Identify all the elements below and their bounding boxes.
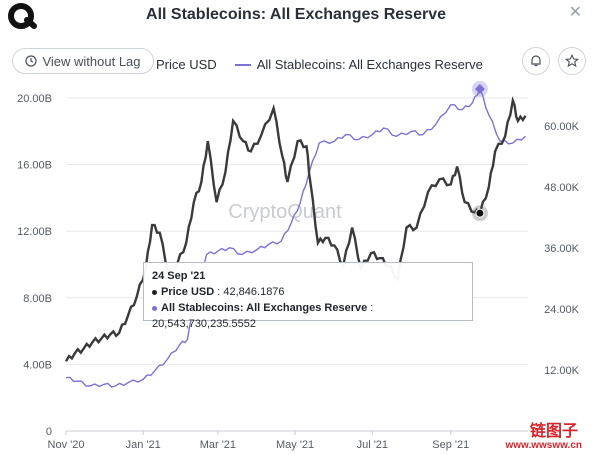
legend-price[interactable]: Price USD bbox=[156, 57, 217, 72]
x-tick-label: Nov '20 bbox=[48, 439, 85, 451]
x-tick-label: May '21 bbox=[276, 439, 314, 451]
reserve-marker bbox=[474, 83, 485, 94]
legend: Price USD All Stablecoins: All Exchanges… bbox=[156, 57, 483, 72]
left-tick-label: 12.00B bbox=[17, 226, 52, 238]
left-tick-label: 8.00B bbox=[23, 293, 52, 305]
tooltip: 24 Sep '21 Price USD : 42,846.1876 All S… bbox=[143, 262, 473, 330]
stamp-text: 链图子 bbox=[529, 421, 578, 440]
tooltip-price-dot bbox=[152, 289, 157, 295]
legend-reserve[interactable]: All Stablecoins: All Exchanges Reserve bbox=[256, 57, 483, 72]
tooltip-reserve-value: 20,543,730,235.5552 bbox=[152, 318, 256, 330]
tooltip-price-value: 42,846.1876 bbox=[223, 286, 285, 298]
tooltip-date: 24 Sep '21 bbox=[152, 270, 206, 282]
right-tick-label: 36.00K bbox=[544, 243, 580, 255]
right-tick-label: 12.00K bbox=[544, 365, 580, 377]
watermark-stamp: 链图子 www.wwsww.cn bbox=[505, 421, 584, 451]
legend-reserve-swatch bbox=[234, 63, 251, 66]
tooltip-price-label: Price USD bbox=[161, 286, 215, 298]
x-tick-label: Mar '21 bbox=[200, 439, 236, 451]
view-without-lag-label: View without Lag bbox=[42, 53, 141, 69]
highlight-markers bbox=[471, 80, 488, 222]
tooltip-reserve-dot bbox=[152, 305, 157, 311]
right-axis: 12.00K 24.00K 36.00K 48.00K 60.00K bbox=[544, 121, 580, 377]
tooltip-reserve-label: All Stablecoins: All Exchanges Reserve bbox=[161, 302, 368, 314]
left-tick-label: 16.00B bbox=[17, 160, 52, 172]
x-tick-label: Jul '21 bbox=[357, 439, 388, 451]
x-tick-label: Jan '21 bbox=[126, 439, 161, 451]
close-icon[interactable]: ✕ bbox=[568, 4, 582, 21]
price-marker bbox=[475, 208, 485, 218]
watermark: CryptoQuant bbox=[228, 201, 342, 223]
right-tick-label: 24.00K bbox=[544, 304, 580, 316]
favorite-button[interactable] bbox=[558, 47, 586, 75]
left-tick-label: 0 bbox=[46, 426, 52, 438]
chart-title: All Stablecoins: All Exchanges Reserve bbox=[146, 6, 446, 23]
x-tick-label: Sep '21 bbox=[432, 439, 469, 451]
left-tick-label: 4.00B bbox=[23, 359, 52, 371]
right-tick-label: 60.00K bbox=[544, 121, 580, 133]
alert-button[interactable] bbox=[522, 47, 550, 75]
stamp-url: www.wwsww.cn bbox=[505, 440, 583, 451]
bell-icon bbox=[531, 55, 541, 67]
star-icon bbox=[565, 54, 579, 68]
right-tick-label: 48.00K bbox=[544, 182, 580, 194]
left-axis: 0 4.00B 8.00B 12.00B 16.00B 20.00B bbox=[17, 93, 52, 438]
series-line-reserve bbox=[65, 87, 526, 388]
clock-icon bbox=[25, 55, 38, 67]
left-tick-label: 20.00B bbox=[17, 93, 52, 105]
tooltip-reserve-row: All Stablecoins: All Exchanges Reserve :… bbox=[152, 302, 374, 330]
cryptoquant-logo bbox=[8, 3, 37, 29]
tooltip-price-row: Price USD : 42,846.1876 bbox=[152, 284, 464, 300]
view-without-lag-button[interactable]: View without Lag bbox=[12, 48, 154, 74]
x-axis: Nov '20 Jan '21 Mar '21 May '21 Jul '21 Sep '… bbox=[48, 439, 470, 451]
